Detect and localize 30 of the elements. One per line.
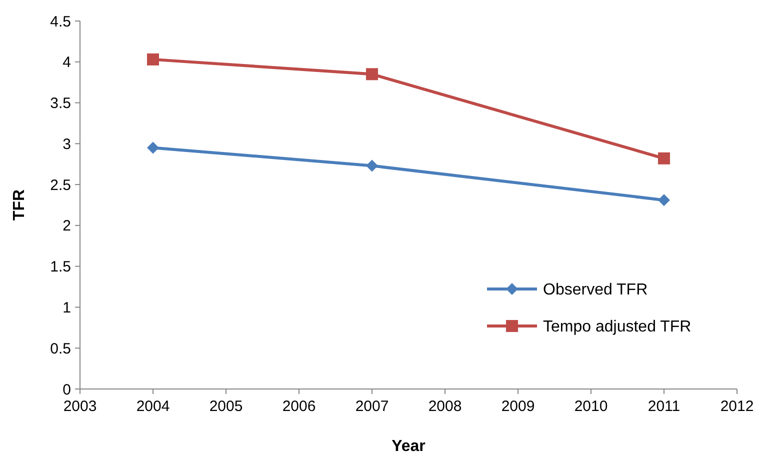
y-tick-label: 4.5 xyxy=(50,13,71,30)
y-tick-label: 4 xyxy=(62,54,71,72)
point xyxy=(366,68,378,80)
x-tick-label: 2007 xyxy=(355,398,389,415)
y-tick-label: 0 xyxy=(62,381,71,398)
point xyxy=(366,160,378,172)
y-axis-title: TFR xyxy=(11,189,28,221)
y-tick-label: 3 xyxy=(62,136,71,153)
y-tick-label: 3.5 xyxy=(50,95,71,112)
y-tick-label: 0.5 xyxy=(50,340,71,358)
y-tick-label: 1 xyxy=(62,299,71,316)
point xyxy=(658,194,670,206)
point xyxy=(147,142,159,154)
x-tick-label: 2009 xyxy=(501,398,535,415)
point xyxy=(658,152,670,164)
y-tick-label: 2.5 xyxy=(50,176,71,194)
x-tick-label: 2010 xyxy=(574,398,608,415)
x-tick-label: 2006 xyxy=(282,398,316,415)
y-tick-label: 2 xyxy=(62,218,71,235)
x-tick-label: 2005 xyxy=(209,398,243,415)
legend-label: Observed TFR xyxy=(543,282,648,299)
x-axis-title: Year xyxy=(392,438,426,455)
x-tick-label: 2012 xyxy=(720,398,754,415)
x-tick-label: 2003 xyxy=(63,398,97,415)
legend-label: Tempo adjusted TFR xyxy=(543,318,692,336)
x-tick-label: 2004 xyxy=(136,398,170,415)
point xyxy=(147,53,159,66)
x-tick-label: 2011 xyxy=(648,398,680,415)
y-tick-label: 1.5 xyxy=(50,258,71,276)
x-tick-label: 2008 xyxy=(428,398,462,415)
